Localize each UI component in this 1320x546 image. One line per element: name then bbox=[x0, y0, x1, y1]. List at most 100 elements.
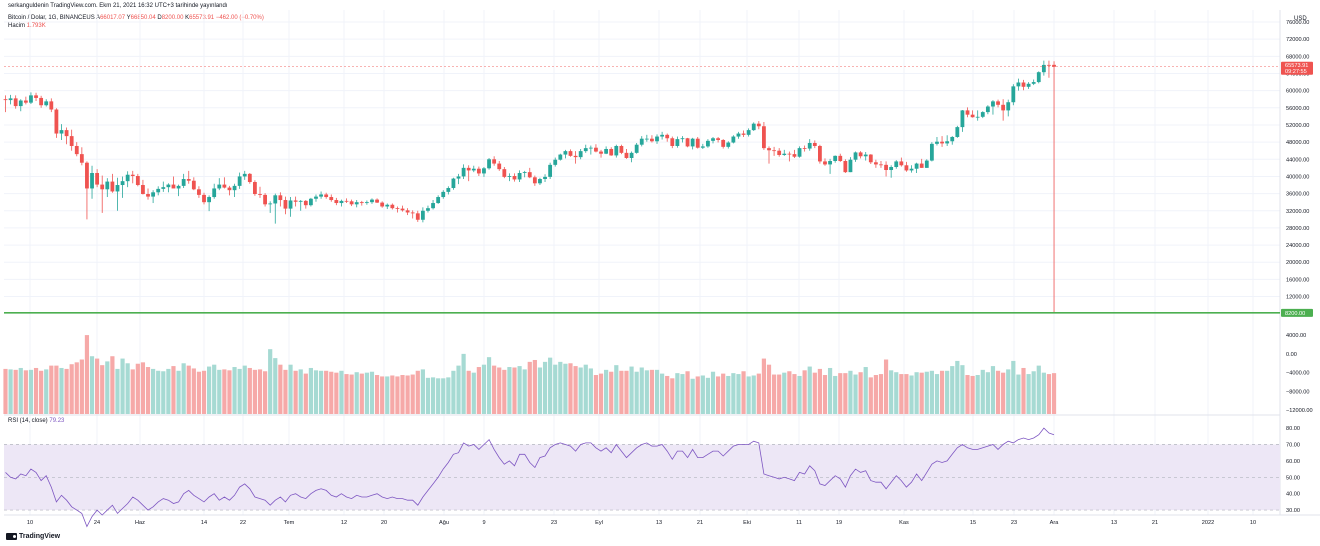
candle-body bbox=[594, 147, 598, 152]
volume-bar bbox=[777, 374, 782, 414]
volume-bar bbox=[344, 374, 349, 414]
volume-label[interactable]: Hacim bbox=[8, 23, 26, 29]
volume-bar bbox=[1016, 374, 1021, 414]
volume-bar bbox=[339, 370, 344, 414]
volume-legend[interactable]: Hacim 1.793K bbox=[8, 23, 46, 29]
candle-body bbox=[604, 148, 609, 154]
candle-body bbox=[222, 184, 227, 188]
volume-bar bbox=[232, 367, 237, 414]
candle-body bbox=[1006, 102, 1011, 111]
candle-body bbox=[873, 162, 878, 165]
volume-bar bbox=[644, 370, 649, 414]
volume-bar bbox=[420, 369, 425, 414]
volume-bar bbox=[736, 374, 741, 414]
volume-bar bbox=[950, 366, 955, 414]
price-tick: 20000.00 bbox=[1286, 260, 1309, 266]
volume-bar bbox=[838, 373, 843, 414]
time-tick: Tem bbox=[284, 520, 295, 526]
volume-bar bbox=[425, 377, 431, 414]
rsi-tick: 80.00 bbox=[1286, 426, 1300, 432]
volume-bar bbox=[899, 374, 904, 414]
candle-body bbox=[726, 142, 731, 147]
candle-body bbox=[1052, 64, 1056, 67]
candle-body bbox=[543, 176, 547, 180]
candle-body bbox=[237, 176, 242, 186]
volume-bar bbox=[268, 349, 273, 414]
volume-bar bbox=[33, 367, 39, 414]
volume-bar bbox=[1011, 360, 1016, 414]
volume-bar bbox=[212, 364, 217, 414]
candle-body bbox=[258, 194, 262, 195]
volume-bar bbox=[507, 367, 512, 414]
volume-bar bbox=[359, 373, 364, 414]
candle-body bbox=[945, 141, 950, 144]
volume-bar bbox=[8, 369, 13, 414]
candle-body bbox=[232, 185, 237, 191]
volume-bar bbox=[970, 375, 975, 414]
rsi-legend[interactable]: RSI (14, close) 79.23 bbox=[8, 418, 64, 424]
volume-tick: 4000.00 bbox=[1286, 333, 1306, 339]
price-tick: 48000.00 bbox=[1286, 140, 1309, 146]
candle-body bbox=[44, 101, 49, 106]
time-tick: 23 bbox=[1011, 520, 1017, 526]
price-tick: 16000.00 bbox=[1286, 277, 1309, 283]
volume-bar bbox=[965, 375, 970, 414]
volume-bar bbox=[191, 368, 196, 414]
volume-bar bbox=[598, 373, 604, 414]
time-tick: 10 bbox=[1250, 520, 1256, 526]
time-tick: Eyl bbox=[595, 520, 603, 526]
low-value: 8200.00 bbox=[161, 15, 184, 21]
candle-body bbox=[334, 200, 339, 204]
candle-body bbox=[680, 138, 685, 140]
candle-body bbox=[746, 130, 751, 135]
symbol-name[interactable]: Bitcoin / Dolar, 1G, BINANCEUS bbox=[8, 15, 95, 21]
time-axis[interactable]: 10 24 Haz 14 22 Tem 12 20 Ağu 9 23 Eyl 13 21 Eki 11 19 Ka… bbox=[27, 520, 1256, 526]
candle-body bbox=[263, 194, 267, 205]
candle-body bbox=[950, 136, 955, 142]
price-axis[interactable]: USD76000.0072000.0068000.0064000.0060000… bbox=[1281, 16, 1313, 514]
volume-bar bbox=[181, 363, 186, 414]
time-tick: Haz bbox=[135, 520, 145, 526]
volume-tick: −4000.00 bbox=[1286, 371, 1310, 377]
candle-body bbox=[975, 116, 980, 118]
candle-body bbox=[446, 188, 451, 192]
candle-body bbox=[95, 173, 100, 185]
tradingview-logo[interactable]: TradingView bbox=[6, 533, 60, 540]
volume-bar bbox=[64, 368, 69, 414]
volume-bar bbox=[532, 359, 537, 414]
candle-body bbox=[156, 188, 161, 193]
time-tick: 19 bbox=[836, 520, 842, 526]
volume-bar bbox=[771, 374, 777, 414]
candle-body bbox=[1041, 64, 1046, 73]
rsi-label[interactable]: RSI (14, close) bbox=[8, 418, 48, 424]
volume-bar bbox=[54, 365, 59, 414]
volume-bar bbox=[787, 371, 792, 414]
volume-bar bbox=[252, 369, 258, 414]
volume-bar bbox=[945, 370, 950, 414]
volume-bar bbox=[227, 370, 232, 414]
candle-body bbox=[965, 110, 970, 115]
volume-bar bbox=[756, 373, 761, 414]
time-tick: 23 bbox=[551, 520, 557, 526]
candle-body bbox=[563, 151, 568, 155]
volume-bar bbox=[710, 371, 716, 414]
volume-bar bbox=[28, 369, 34, 414]
volume-bar bbox=[415, 370, 420, 414]
volume-bar bbox=[985, 372, 990, 414]
volume-bar bbox=[863, 367, 868, 414]
volume-bar bbox=[486, 357, 492, 414]
volume-bar bbox=[812, 372, 817, 414]
symbol-legend[interactable]: Bitcoin / Dolar, 1G, BINANCEUS A66017.07… bbox=[8, 15, 264, 21]
volume-bar bbox=[782, 372, 787, 414]
volume-bar bbox=[827, 367, 833, 414]
volume-bar bbox=[792, 374, 797, 414]
candle-body bbox=[991, 101, 995, 107]
volume-bar bbox=[380, 376, 385, 414]
volume-bar bbox=[995, 370, 1001, 414]
candle-body bbox=[843, 160, 848, 173]
volume-bar bbox=[79, 359, 84, 414]
volume-bar bbox=[670, 378, 675, 414]
candle-body bbox=[354, 202, 359, 205]
volume-bar bbox=[553, 364, 558, 414]
